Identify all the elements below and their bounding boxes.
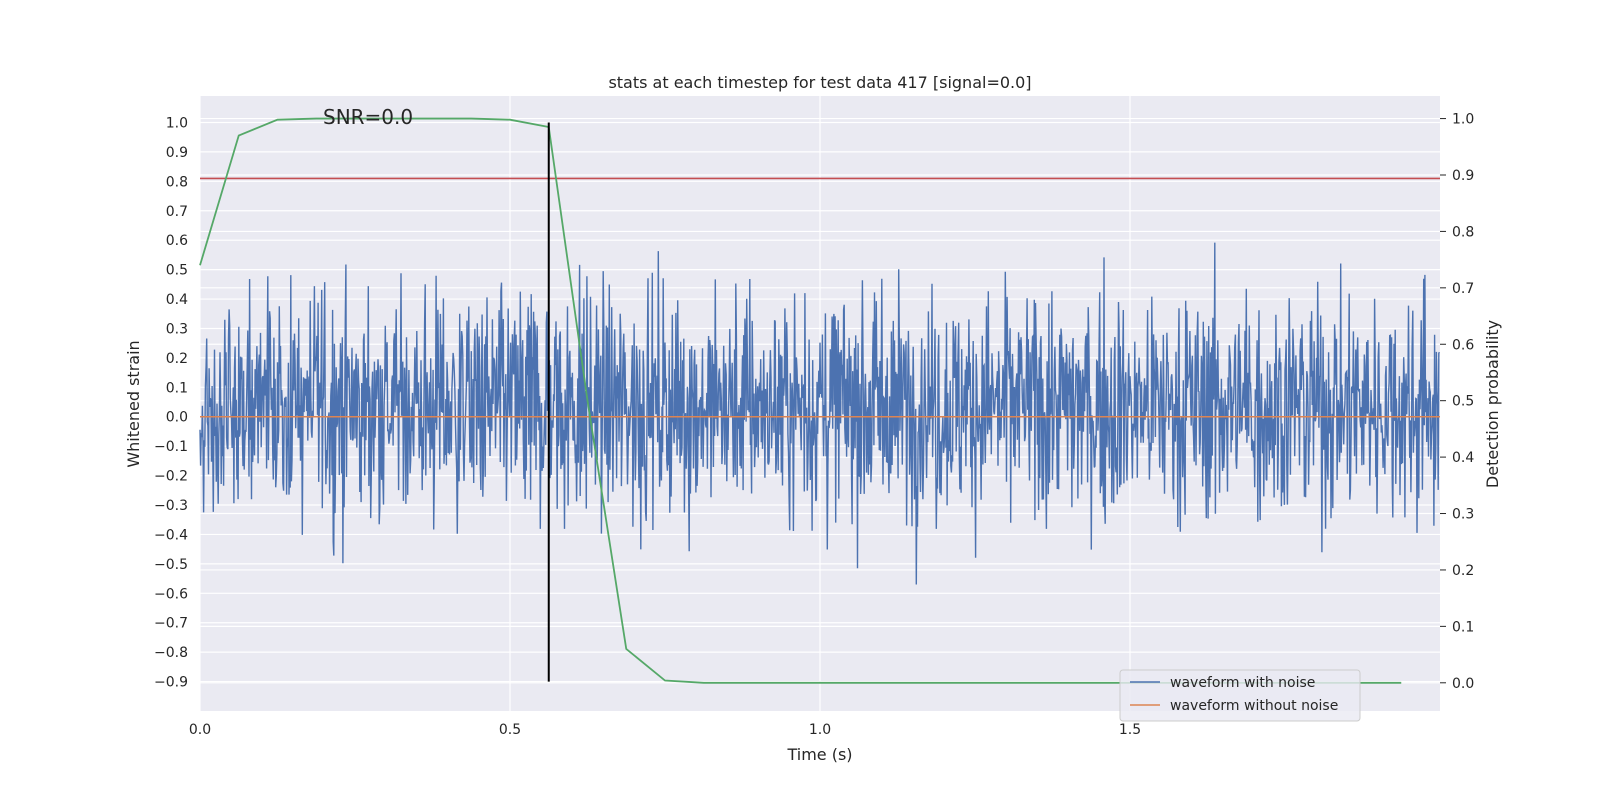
y-axis-label-left: Whitened strain xyxy=(124,340,143,467)
y-right-tick-label: 0.6 xyxy=(1452,337,1474,353)
y-right-tick-label: 0.9 xyxy=(1452,168,1474,184)
y-left-tick-label: −0.4 xyxy=(154,527,188,543)
y-left-tick-label: −0.7 xyxy=(154,616,188,632)
y-left-tick-label: 0.7 xyxy=(166,204,188,220)
y-left-tick-label: −0.1 xyxy=(154,439,188,455)
y-right-tick-label: 0.2 xyxy=(1452,563,1474,579)
y-left-tick-label: −0.2 xyxy=(154,469,188,485)
y-right-tick-label: 0.5 xyxy=(1452,394,1474,410)
series-waveform-with-noise xyxy=(199,242,1441,585)
y-left-tick-label: −0.6 xyxy=(154,586,188,602)
legend-label-noisy: waveform with noise xyxy=(1170,675,1315,691)
legend-label-clean: waveform without noise xyxy=(1170,698,1338,714)
y-left-tick-label: −0.3 xyxy=(154,498,188,514)
y-left-tick-label: 0.3 xyxy=(166,321,188,337)
y-left-tick-label: −0.9 xyxy=(154,675,188,691)
y-left-tick-label: 0.4 xyxy=(166,292,188,308)
x-tick-label: 1.0 xyxy=(809,722,831,738)
y-left-tick-label: 1.0 xyxy=(166,115,188,131)
y-left-tick-label: 0.8 xyxy=(166,174,188,190)
y-left-tick-label: 0.0 xyxy=(166,410,188,426)
y-right-tick-label: 0.7 xyxy=(1452,281,1474,297)
legend-box xyxy=(1119,669,1361,722)
x-tick-label: 0.5 xyxy=(499,722,521,738)
y-right-tick-label: 0.1 xyxy=(1452,619,1474,635)
y-right-tick-label: 0.4 xyxy=(1452,450,1474,466)
x-axis-label: Time (s) xyxy=(786,745,852,764)
x-tick-label: 0.0 xyxy=(189,722,211,738)
legend: waveform with noise waveform without noi… xyxy=(1119,669,1361,722)
y-left-tick-label: −0.8 xyxy=(154,645,188,661)
y-left-tick-label: 0.9 xyxy=(166,145,188,161)
y-axis-label-right: Detection probability xyxy=(1483,320,1502,488)
y-left-tick-label: 0.2 xyxy=(166,351,188,367)
y-left-tick-label: 0.6 xyxy=(166,233,188,249)
grid-lines xyxy=(199,96,1440,711)
y-right-tick-label: 1.0 xyxy=(1452,112,1474,128)
y-left-tick-label: 0.5 xyxy=(166,263,188,279)
y-right-tick-label: 0.3 xyxy=(1452,507,1474,523)
x-tick-label: 1.5 xyxy=(1119,722,1141,738)
y-left-tick-label: 0.1 xyxy=(166,380,188,396)
y-right-tick-label: 0.8 xyxy=(1452,224,1474,240)
y-left-tick-label: −0.5 xyxy=(154,557,188,573)
y-right-tick-label: 0.0 xyxy=(1452,676,1474,692)
tick-labels: 0.0 0.5 1.0 1.5 −0.9 −0.8 −0.7 −0.6 −0.5 −0.4 −0.3… xyxy=(154,112,1474,738)
snr-annotation: SNR=0.0 xyxy=(323,105,413,129)
chart-title: stats at each timestep for test data 417… xyxy=(608,73,1031,92)
